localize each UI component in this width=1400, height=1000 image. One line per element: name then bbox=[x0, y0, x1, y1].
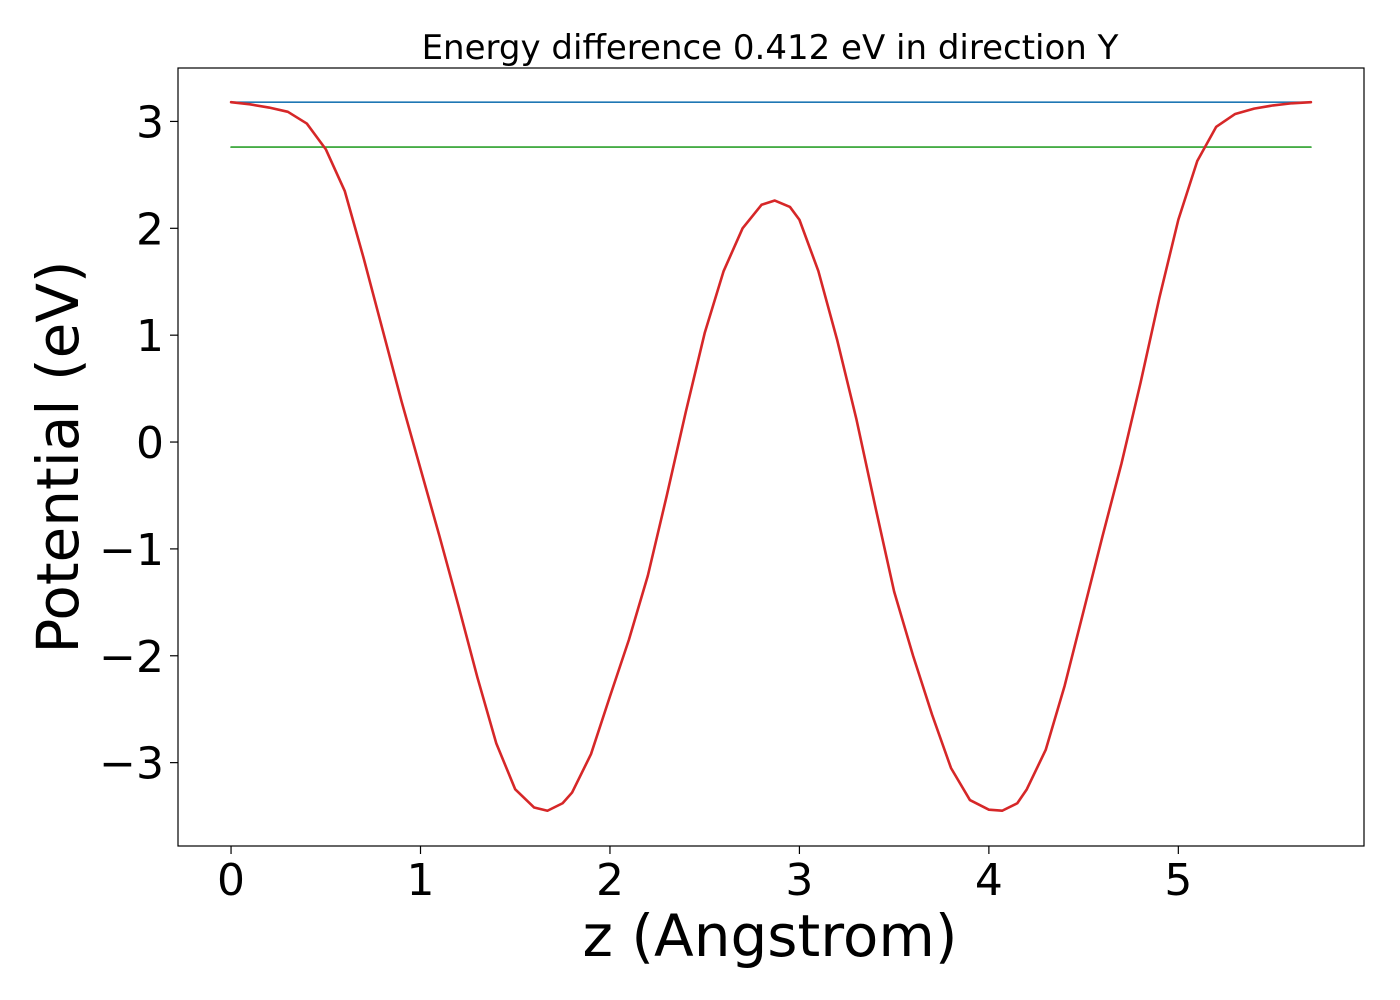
x-tick-label-1: 1 bbox=[407, 855, 435, 906]
y-tick-label-5: 2 bbox=[136, 204, 164, 255]
x-axis-label: z (Angstrom) bbox=[583, 902, 958, 970]
x-tick-label-3: 3 bbox=[785, 855, 813, 906]
series-line-2 bbox=[229, 100, 1313, 813]
chart-title: Energy difference 0.412 eV in direction … bbox=[422, 28, 1119, 68]
x-tick-label-2: 2 bbox=[596, 855, 624, 906]
y-tick-label-6: 3 bbox=[136, 97, 164, 148]
y-tick-label-3: 0 bbox=[136, 418, 164, 469]
x-tick-label-0: 0 bbox=[217, 855, 245, 906]
x-tick-label-4: 4 bbox=[975, 855, 1003, 906]
y-tick-label-1: −2 bbox=[99, 632, 164, 683]
tick-layer: 0 1 2 3 4 5 −3 −2 −1 0 1 2 3 bbox=[99, 97, 1192, 906]
plot-frame bbox=[177, 67, 1365, 847]
y-tick-label-4: 1 bbox=[136, 311, 164, 362]
x-tick-label-5: 5 bbox=[1164, 855, 1192, 906]
y-tick-label-0: −3 bbox=[99, 739, 164, 790]
series-layer bbox=[229, 100, 1313, 813]
y-tick-label-2: −1 bbox=[99, 525, 164, 576]
y-axis-label: Potential (eV) bbox=[24, 260, 92, 653]
